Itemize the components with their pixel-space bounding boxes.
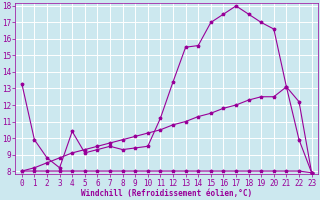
X-axis label: Windchill (Refroidissement éolien,°C): Windchill (Refroidissement éolien,°C) [81, 189, 252, 198]
